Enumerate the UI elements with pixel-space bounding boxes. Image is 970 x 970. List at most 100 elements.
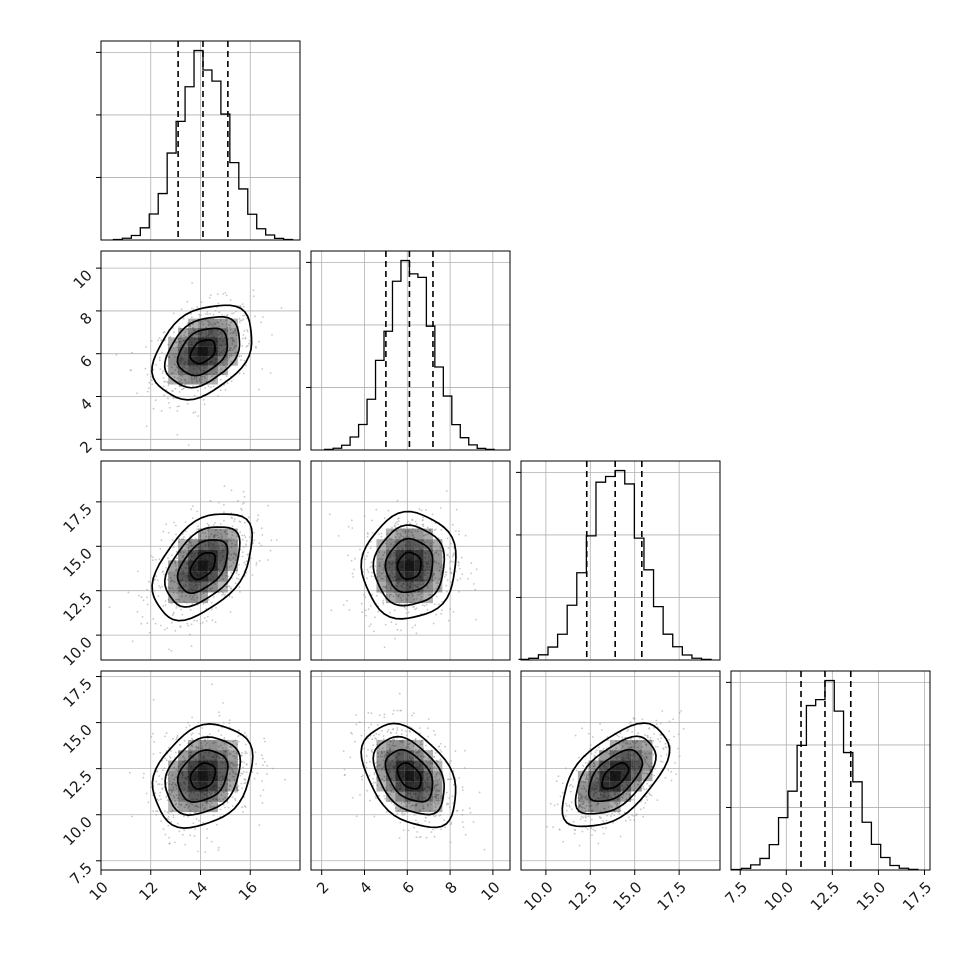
sample-point [430, 749, 433, 752]
sample-point [167, 815, 170, 818]
sample-point [355, 714, 358, 716]
sample-point [228, 752, 231, 755]
sample-point [415, 819, 417, 822]
sample-point [375, 797, 378, 799]
sample-point [174, 800, 177, 803]
sample-point [636, 746, 639, 749]
sample-point [552, 826, 555, 829]
sample-point [458, 530, 460, 533]
density-cell [385, 770, 396, 782]
sample-point [237, 499, 239, 502]
sample-point [225, 294, 228, 297]
sample-point [153, 578, 156, 580]
sample-point [172, 788, 175, 791]
sample-point [388, 800, 391, 802]
sample-point [372, 777, 374, 780]
density-cell [385, 781, 396, 792]
sample-point [373, 773, 376, 776]
sample-point [158, 783, 161, 786]
sample-point [244, 732, 246, 734]
sample-point [650, 794, 653, 797]
sample-point [398, 517, 400, 519]
sample-point [628, 722, 631, 724]
sample-point [396, 521, 398, 523]
sample-point [400, 629, 402, 632]
sample-point [393, 709, 395, 712]
sample-point [140, 622, 143, 625]
sample-point [230, 539, 233, 542]
sample-point [624, 819, 627, 822]
sample-point [230, 587, 233, 590]
sample-point [433, 796, 435, 798]
sample-point [470, 572, 472, 575]
sample-point [176, 405, 179, 408]
sample-point [214, 529, 217, 532]
sample-point [381, 729, 383, 732]
sample-point [254, 751, 257, 753]
sample-point [668, 720, 671, 723]
sample-point [204, 313, 207, 315]
sample-point [419, 744, 422, 746]
sample-point [433, 529, 436, 531]
sample-point [147, 801, 150, 804]
sample-point [161, 585, 164, 588]
x-tick-label: 17.5 [899, 878, 935, 914]
sample-point [171, 601, 174, 604]
sample-point [650, 765, 653, 768]
sample-point [636, 740, 638, 743]
sample-point [390, 740, 392, 743]
sample-point [389, 746, 391, 749]
sample-point [383, 795, 386, 797]
sample-point [439, 814, 442, 816]
sample-point [424, 744, 427, 747]
sample-point [359, 548, 361, 551]
sample-point [429, 759, 432, 761]
sample-point [168, 648, 170, 651]
density-cell [631, 750, 642, 761]
density-cell [385, 560, 396, 572]
density-cell [385, 571, 396, 582]
sample-point [649, 736, 652, 739]
sample-point [188, 724, 191, 727]
sample-point [258, 340, 260, 343]
sample-point [261, 780, 263, 782]
sample-point [131, 351, 134, 354]
sample-point [190, 623, 193, 626]
sample-point [233, 779, 236, 781]
sample-point [146, 622, 149, 625]
sample-point [589, 747, 591, 750]
sample-point [401, 812, 403, 815]
sample-point [220, 537, 223, 540]
sample-point [238, 729, 240, 731]
sample-point [395, 623, 397, 626]
sample-point [191, 745, 194, 748]
sample-point [426, 608, 429, 611]
sample-point [439, 742, 442, 745]
sample-point [369, 604, 372, 607]
sample-point [174, 387, 177, 390]
sample-point [435, 582, 438, 584]
density-cells [376, 739, 443, 813]
density-cell [227, 356, 238, 366]
sample-point [418, 748, 420, 751]
sample-point [197, 721, 200, 724]
sample-point [210, 601, 213, 604]
sample-point [175, 353, 178, 356]
sample-point [570, 808, 573, 811]
sample-point [378, 571, 381, 573]
sample-point [405, 612, 408, 615]
sample-point [428, 582, 431, 584]
sample-point [383, 517, 386, 520]
sample-point [375, 594, 378, 597]
sample-point [407, 520, 409, 523]
sample-point [429, 767, 432, 770]
sample-point [178, 405, 181, 407]
sample-point [458, 533, 460, 536]
sample-point [205, 801, 208, 804]
sample-point [186, 402, 189, 405]
sample-point [446, 778, 449, 781]
sample-point [475, 568, 478, 571]
sample-point [593, 754, 596, 757]
sample-point [207, 323, 210, 326]
